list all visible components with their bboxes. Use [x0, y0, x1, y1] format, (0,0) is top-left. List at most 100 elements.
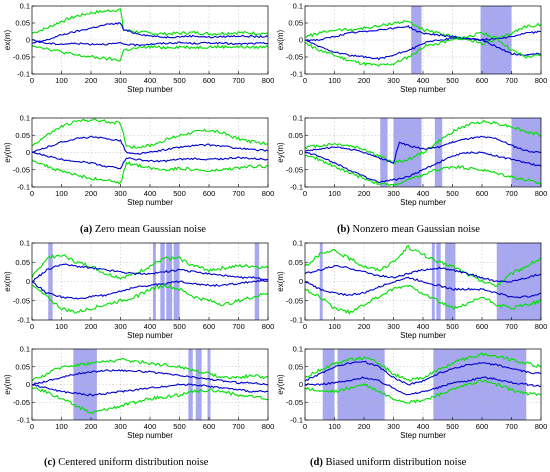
series-line-error [304, 37, 542, 61]
x-tick-label: 100 [328, 189, 341, 198]
y-tick-label: 0.1 [20, 114, 30, 123]
series-line-error [31, 135, 269, 156]
y-tick-label: 0 [299, 36, 303, 45]
y-tick-label: 0.1 [293, 114, 303, 123]
y-tick-label: 0.1 [293, 345, 303, 354]
series-line-upper-bound [304, 352, 542, 382]
x-tick-label: 100 [328, 322, 341, 331]
x-tick-label: 0 [303, 422, 307, 431]
panel-b-ex: 0 100 200 300 400 500 600 700 800 -0.1 -0.05 0 0.05 0… [276, 2, 547, 95]
series-line-error [304, 360, 542, 386]
y-tick-label: 0.05 [288, 362, 303, 371]
x-tick-label: 100 [328, 76, 341, 85]
x-tick-label: 700 [232, 189, 245, 198]
y-tick-label: -0.05 [13, 53, 30, 62]
series-line-upper-bound [304, 119, 542, 165]
x-tick-label: 700 [232, 422, 245, 431]
y-tick-label: -0.05 [13, 165, 30, 174]
x-axis-label: Step number [400, 198, 446, 207]
highlight-band [431, 243, 435, 320]
series-line-error [31, 368, 269, 386]
x-tick-label: 200 [85, 422, 98, 431]
x-tick-label: 100 [55, 189, 68, 198]
y-tick-label: 0.05 [15, 258, 30, 267]
x-tick-label: 600 [476, 422, 489, 431]
highlight-band [380, 118, 388, 187]
x-tick-label: 800 [262, 189, 275, 198]
x-tick-label: 500 [173, 322, 186, 331]
highlight-band [445, 243, 456, 320]
y-tick-label: -0.1 [290, 416, 303, 425]
series-line-lower-bound [31, 159, 269, 185]
x-tick-label: 300 [114, 76, 127, 85]
x-tick-label: 400 [417, 76, 430, 85]
caption-b: (b) Nonzero mean Gaussian noise [337, 224, 480, 235]
panel-d-ey: 0 100 200 300 400 500 600 700 800 -0.1 -0.05 0 0.05 0… [276, 345, 547, 441]
plot-frame [31, 348, 269, 421]
x-tick-label: 700 [232, 76, 245, 85]
x-tick-label: 100 [55, 422, 68, 431]
panel-d-ex: 0 100 200 300 400 500 600 700 800 -0.1 -0.05 0 0.05 0… [276, 239, 547, 341]
y-tick-label: -0.05 [13, 398, 30, 407]
series-line-error [31, 279, 269, 300]
x-tick-label: 500 [446, 189, 459, 198]
series-line-lower-bound [31, 44, 269, 62]
plot-frame [304, 348, 542, 421]
x-axis-label: Step number [127, 85, 173, 94]
series-line-lower-bound [304, 379, 542, 404]
x-tick-label: 400 [144, 322, 157, 331]
x-tick-label: 100 [55, 76, 68, 85]
y-tick-label: 0 [26, 148, 30, 157]
highlight-band [322, 349, 335, 420]
x-tick-label: 400 [417, 189, 430, 198]
series-line-lower-bound [304, 284, 542, 315]
y-tick-label: 0 [26, 380, 30, 389]
series-line-lower-bound [304, 31, 541, 67]
y-tick-label: 0 [299, 380, 303, 389]
y-axis-label: ey(m) [3, 142, 12, 163]
x-axis-label: Step number [127, 331, 173, 340]
series-line-error [31, 38, 269, 47]
x-tick-label: 0 [30, 76, 34, 85]
x-tick-label: 500 [173, 189, 186, 198]
caption-a: (a) Zero mean Gaussian noise [80, 224, 206, 235]
series-line-upper-bound [31, 254, 269, 280]
x-tick-label: 400 [144, 76, 157, 85]
y-tick-label: -0.05 [286, 398, 303, 407]
y-tick-label: -0.05 [286, 53, 303, 62]
x-tick-label: 300 [114, 422, 127, 431]
x-tick-label: 300 [114, 189, 127, 198]
x-tick-label: 400 [417, 422, 430, 431]
y-tick-label: 0 [26, 36, 30, 45]
series-line-lower-bound [31, 387, 269, 414]
y-axis-label: ey(m) [276, 374, 285, 395]
x-tick-label: 200 [85, 322, 98, 331]
y-tick-label: -0.1 [17, 416, 30, 425]
caption-d: (d) Biased uniform distribution noise [310, 457, 467, 468]
series-line-error [304, 151, 542, 184]
series-line-error [31, 21, 269, 44]
x-tick-label: 300 [387, 189, 400, 198]
y-tick-label: 0.05 [288, 19, 303, 28]
caption-c: (c) Centered uniform distribution noise [44, 457, 209, 468]
series-line-error [31, 263, 268, 283]
x-tick-label: 800 [262, 76, 275, 85]
x-tick-label: 0 [30, 322, 34, 331]
x-axis-label: Step number [400, 431, 446, 440]
y-tick-label: 0.1 [20, 239, 30, 248]
y-tick-label: -0.05 [13, 296, 30, 305]
x-tick-label: 800 [535, 189, 548, 198]
panel-a-ey: 0 100 200 300 400 500 600 700 800 -0.1 -0.05 0 0.05 0… [3, 114, 274, 208]
y-axis-label: ex(m) [3, 271, 12, 292]
y-tick-label: 0.1 [20, 2, 30, 11]
series-line-error [304, 25, 542, 42]
series-line-error [304, 264, 542, 283]
y-tick-label: -0.1 [290, 316, 303, 325]
y-tick-label: -0.1 [290, 70, 303, 79]
y-axis-label: ex(m) [276, 271, 285, 292]
x-tick-label: 0 [303, 322, 307, 331]
x-tick-label: 300 [387, 76, 400, 85]
x-tick-label: 500 [446, 76, 459, 85]
y-tick-label: -0.1 [17, 183, 30, 192]
